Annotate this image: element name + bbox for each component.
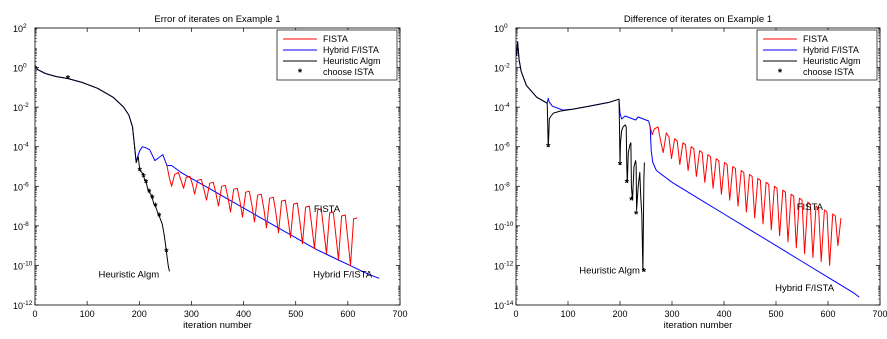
x-tick-label: 300 — [184, 309, 199, 319]
x-tick-label: 100 — [80, 309, 95, 319]
curve-annotation: Hybrid F/ISTA — [775, 283, 835, 294]
legend-marker: * — [298, 67, 303, 79]
curve-annotation: Heuristic Algm — [98, 269, 159, 280]
choose-ista-marker: * — [546, 142, 551, 154]
choose-ista-marker: * — [150, 193, 155, 205]
y-tick-label: 10-4 — [494, 102, 510, 113]
choose-ista-marker: * — [642, 266, 647, 278]
legend-marker: * — [778, 67, 783, 79]
choose-ista-marker: * — [141, 171, 146, 183]
curve-annotation: Hybrid F/ISTA — [313, 269, 373, 280]
x-tick-label: 400 — [716, 309, 731, 319]
legend-box — [756, 29, 878, 81]
series-line-heuristic-algm — [516, 41, 645, 272]
chart-panel-2: Difference of iterates on Example 1 0 100 2… — [494, 14, 887, 331]
y-tick-label: 10-10 — [13, 260, 33, 271]
choose-ista-marker: * — [66, 73, 71, 85]
y-tick-label: 10-8 — [494, 181, 510, 192]
x-tick-label: 100 — [560, 309, 575, 319]
legend-entry: choose ISTA — [323, 67, 374, 77]
y-tick-label: 100 — [494, 23, 508, 34]
series-layer: ****** — [516, 41, 860, 298]
x-tick-label: 0 — [513, 309, 518, 319]
y-tick-label: 10-2 — [13, 102, 29, 113]
choose-ista-marker: * — [138, 165, 143, 177]
x-tick-label: 500 — [768, 309, 783, 319]
plot-area-frame — [515, 27, 881, 306]
legend-entry: Hybrid F/ISTA — [803, 45, 859, 55]
x-tick-label: 700 — [872, 309, 887, 319]
y-tick-label: 10-10 — [494, 221, 514, 232]
legend-entry: Hybrid F/ISTA — [323, 45, 379, 55]
choose-ista-marker: * — [625, 177, 630, 189]
y-tick-label: 10-6 — [494, 142, 510, 153]
y-tick-label: 10-6 — [13, 181, 29, 192]
y-tick-label: 10-14 — [494, 300, 514, 311]
chart-panel-1: Error of iterates on Example 1 0 100 200 300… — [13, 14, 408, 331]
x-axis-label: iteration number — [664, 320, 733, 331]
curve-annotation: FISTA — [797, 202, 824, 213]
legend-entry: FISTA — [323, 34, 348, 44]
series-line-fista — [649, 126, 842, 266]
choose-ista-marker: * — [629, 195, 634, 207]
x-tick-label: 0 — [32, 309, 37, 319]
y-tick-label: 100 — [13, 63, 27, 74]
x-tick-label: 600 — [820, 309, 835, 319]
x-tick-label: 400 — [236, 309, 251, 319]
y-tick-label: 102 — [13, 23, 27, 34]
y-tick-label: 10-4 — [13, 142, 29, 153]
chart-title: Error of iterates on Example 1 — [154, 14, 280, 25]
legend-entry: Heuristic Algm — [323, 56, 381, 66]
legend-entry: Heuristic Algm — [803, 56, 861, 66]
choose-ista-marker: * — [618, 160, 623, 172]
curve-annotation: Heuristic Algm — [579, 265, 640, 276]
legend-entry: choose ISTA — [803, 67, 854, 77]
legend-entry: FISTA — [803, 34, 828, 44]
plot-area-frame — [34, 27, 401, 306]
x-tick-label: 200 — [612, 309, 627, 319]
choose-ista-marker: * — [164, 247, 169, 259]
series-line-heuristic-algm — [35, 65, 170, 272]
x-tick-label: 600 — [340, 309, 355, 319]
y-tick-label: 10-2 — [494, 63, 510, 74]
x-tick-label: 300 — [664, 309, 679, 319]
x-tick-label: 500 — [288, 309, 303, 319]
x-tick-label: 200 — [132, 309, 147, 319]
chart-title: Difference of iterates on Example 1 — [624, 14, 772, 25]
legend-box — [276, 29, 398, 81]
series-line-fista — [166, 165, 358, 266]
y-tick-label: 10-12 — [13, 300, 33, 311]
choose-ista-marker: * — [157, 211, 162, 223]
y-tick-label: 10-12 — [494, 260, 514, 271]
series-line-hybrid-f-ista — [35, 65, 380, 279]
choose-ista-marker: * — [634, 209, 639, 221]
choose-ista-marker: * — [153, 201, 158, 213]
x-axis-label: iteration number — [183, 320, 252, 331]
series-layer: ** ******* — [35, 65, 380, 279]
x-tick-label: 700 — [392, 309, 407, 319]
y-tick-label: 10-8 — [13, 221, 29, 232]
choose-ista-marker: * — [147, 187, 152, 199]
curve-annotation: FISTA — [314, 204, 341, 215]
choose-ista-marker: * — [144, 177, 149, 189]
